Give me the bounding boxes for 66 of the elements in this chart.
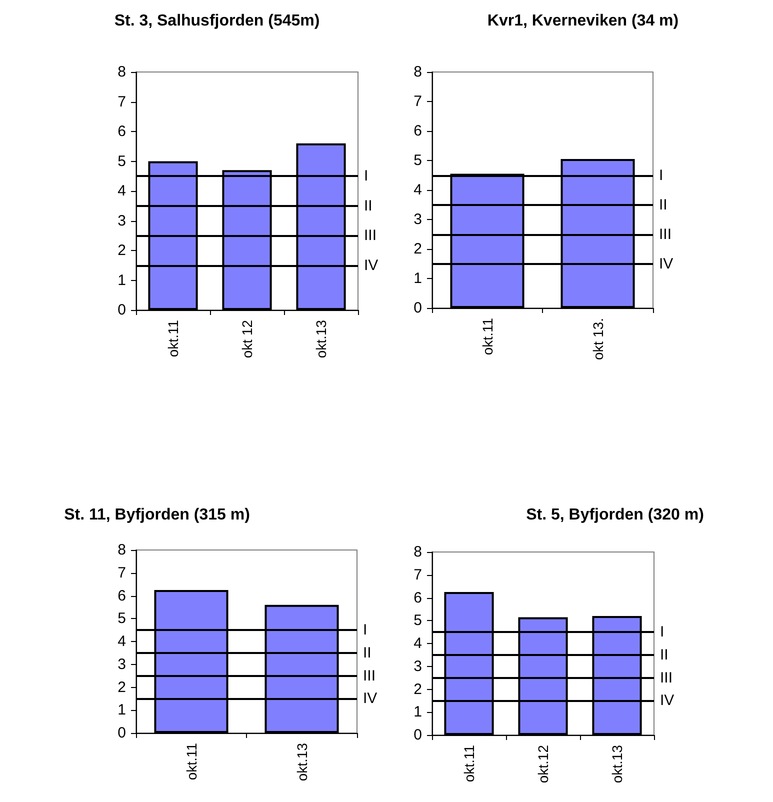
y-tick-label: 4: [118, 633, 126, 650]
y-tick-label: 3: [118, 212, 126, 230]
y-tick-label: 0: [118, 724, 126, 742]
y-tick-label: 3: [118, 656, 126, 673]
y-tick-label: 8: [118, 542, 126, 558]
chart-title: St. 5, Byfjorden (320 m): [526, 506, 704, 524]
y-tick-label: 2: [118, 242, 126, 259]
ref-line-label: IV: [363, 690, 378, 708]
x-tick-label: okt.11: [165, 320, 181, 358]
ref-line-label: I: [364, 168, 368, 185]
y-tick-label: 5: [118, 152, 126, 170]
ref-line-label: IV: [364, 256, 378, 274]
x-tick-label: okt.13: [609, 744, 625, 784]
x-tick-label: okt.11: [461, 744, 477, 782]
y-tick-label: 2: [414, 680, 422, 698]
y-tick-label: 7: [118, 93, 126, 110]
x-tick-label: okt.13: [313, 320, 329, 358]
y-tick-label: 8: [118, 64, 126, 80]
x-tick-label: okt.12: [535, 744, 551, 784]
ref-line-label: IV: [659, 255, 674, 272]
ref-line-label: II: [660, 646, 668, 664]
y-tick-label: 4: [414, 182, 422, 198]
x-tick-label: okt.13: [294, 742, 310, 782]
y-tick-label: 0: [118, 302, 126, 318]
chart-title: St. 11, Byfjorden (315 m): [64, 506, 250, 524]
y-tick-label: 8: [414, 544, 422, 560]
ref-line-label: II: [659, 196, 668, 214]
x-tick-label: okt 13.: [590, 318, 606, 360]
y-tick-label: 2: [414, 240, 422, 258]
y-tick-label: 0: [414, 726, 422, 744]
y-tick-label: 1: [414, 270, 422, 287]
y-tick-label: 6: [118, 587, 126, 604]
y-tick-label: 8: [414, 64, 422, 80]
y-tick-label: 3: [414, 658, 422, 675]
ref-line-label: III: [364, 227, 377, 244]
y-tick-label: 5: [414, 612, 422, 630]
ref-line-label: IV: [660, 692, 674, 710]
y-tick-label: 1: [118, 702, 126, 719]
y-tick-label: 3: [414, 211, 422, 228]
y-tick-label: 7: [414, 93, 422, 110]
y-tick-label: 4: [118, 182, 126, 200]
ref-line-label: I: [659, 166, 664, 184]
y-tick-label: 5: [118, 610, 126, 628]
y-tick-label: 4: [414, 635, 422, 652]
x-tick-label: okt 12: [239, 320, 255, 358]
ref-line-label: III: [660, 669, 673, 686]
y-tick-label: 5: [414, 152, 422, 169]
x-tick-label: okt.11: [479, 318, 496, 356]
x-tick-label: okt.11: [183, 742, 200, 780]
y-tick-label: 6: [414, 589, 422, 606]
ref-line-label: II: [363, 644, 372, 662]
ref-line-label: II: [364, 197, 372, 214]
y-tick-label: 6: [118, 123, 126, 140]
y-tick-label: 7: [118, 564, 126, 582]
chart-title: Kvr1, Kverneviken (34 m): [487, 12, 679, 30]
ref-line-label: I: [363, 622, 368, 639]
ref-line-label: III: [363, 667, 376, 684]
y-tick-label: 7: [414, 566, 422, 584]
ref-line-label: I: [660, 624, 664, 641]
y-tick-label: 1: [118, 272, 126, 289]
ref-line-label: III: [659, 226, 672, 243]
y-tick-label: 6: [414, 122, 422, 140]
y-tick-label: 2: [118, 678, 126, 696]
chart-title: St. 3, Salhusfjorden (545m): [114, 12, 320, 30]
y-tick-label: 1: [414, 704, 422, 721]
y-tick-label: 0: [414, 300, 422, 316]
